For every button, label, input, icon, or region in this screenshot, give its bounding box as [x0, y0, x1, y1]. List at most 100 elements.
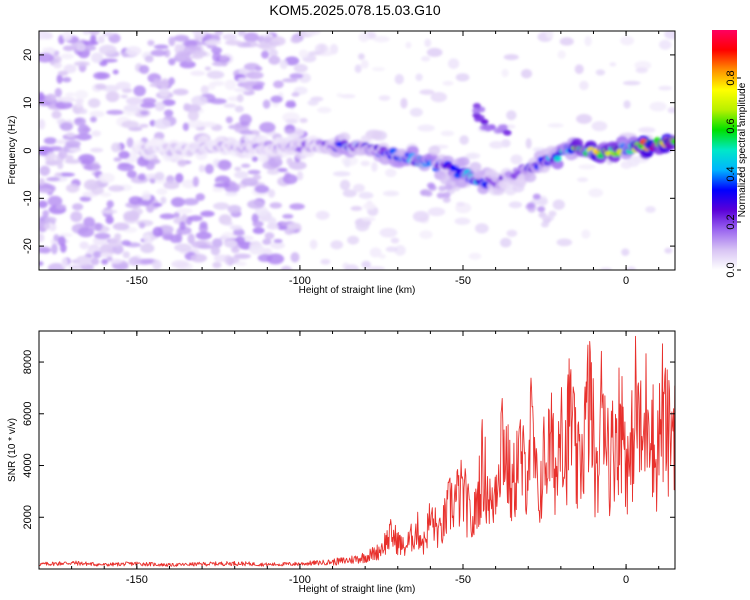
snr-y-tick-label: 2000: [22, 505, 34, 529]
heatmap-cell: [385, 246, 398, 253]
heatmap-cell: [59, 96, 76, 103]
heatmap-cell: [638, 126, 656, 134]
heatmap-cell: [140, 243, 155, 254]
heatmap-cell: [502, 129, 511, 136]
heatmap-cell: [649, 101, 667, 112]
heatmap-cell: [559, 37, 574, 46]
heatmap-cell: [69, 264, 84, 270]
heatmap-cell: [102, 32, 115, 37]
heatmap-cell: [39, 31, 51, 40]
heatmap-cell: [97, 35, 105, 44]
heatmap-cell: [241, 163, 251, 168]
heatmap-cell: [428, 145, 441, 156]
spectrogram-x-tick-label: -150: [126, 275, 148, 287]
heatmap-cell: [581, 229, 591, 239]
heatmap-cell: [42, 209, 50, 218]
heatmap-cell: [440, 130, 455, 137]
spectrogram-y-tick-label: 0: [22, 147, 34, 153]
heatmap-cell: [347, 235, 360, 245]
heatmap-cell: [209, 98, 227, 105]
snr-y-tick-label: 4000: [22, 453, 34, 477]
heatmap-cell: [152, 202, 163, 207]
snr-x-tick-label: -50: [455, 574, 471, 586]
heatmap-cell: [442, 191, 451, 198]
heatmap-cell: [442, 80, 454, 86]
heatmap-cell: [289, 73, 304, 79]
heatmap-cell: [46, 177, 60, 182]
snr-series-line: [39, 335, 675, 567]
heatmap-cell: [138, 222, 146, 229]
heatmap-cell: [78, 153, 96, 165]
heatmap-cell: [394, 73, 404, 85]
heatmap-cell: [530, 197, 548, 206]
heatmap-cell: [379, 227, 398, 238]
heatmap-cell: [609, 62, 617, 67]
heatmap-cell: [476, 114, 485, 121]
heatmap-cell: [105, 91, 120, 103]
heatmap-cell: [239, 130, 253, 135]
heatmap-cell: [282, 213, 294, 219]
heatmap-cell: [501, 68, 509, 78]
heatmap-cell: [57, 70, 69, 76]
heatmap-cell: [371, 161, 378, 172]
snr-x-tick-label: 0: [623, 574, 629, 586]
heatmap-cell: [420, 56, 431, 62]
heatmap-cell: [150, 49, 167, 57]
heatmap-cell: [198, 244, 214, 249]
heatmap-cell: [545, 31, 554, 39]
heatmap-cell: [75, 98, 84, 104]
heatmap-cell: [153, 44, 169, 50]
heatmap-cell: [105, 215, 114, 225]
heatmap-cell: [164, 49, 171, 58]
heatmap-cell: [330, 240, 344, 250]
heatmap-cell: [305, 31, 321, 36]
heatmap-cell: [576, 114, 593, 124]
figure-title: KOM5.2025.078.15.03.G10: [269, 2, 440, 18]
heatmap-cell: [521, 69, 533, 79]
heatmap-cell: [671, 138, 675, 145]
heatmap-cell: [191, 54, 204, 60]
heatmap-cell: [175, 232, 183, 243]
heatmap-cell: [113, 157, 122, 162]
heatmap-cell: [190, 70, 206, 76]
heatmap-cell: [159, 213, 176, 220]
heatmap-cell: [39, 177, 45, 186]
heatmap-cell: [288, 160, 307, 170]
heatmap-cell: [252, 220, 264, 228]
heatmap-cell: [524, 172, 537, 183]
heatmap-cell: [113, 263, 129, 270]
heatmap-cell: [125, 97, 144, 105]
heatmap-cell: [415, 73, 423, 82]
heatmap-cell: [106, 109, 124, 115]
heatmap-cell: [556, 238, 573, 247]
heatmap-cell: [280, 265, 292, 270]
heatmap-cell: [211, 80, 225, 87]
heatmap-cell: [627, 155, 640, 167]
heatmap-cell: [276, 167, 288, 173]
heatmap-cell: [237, 31, 246, 37]
heatmap-cell: [140, 102, 156, 109]
heatmap-cell: [65, 132, 75, 138]
heatmap-cell: [211, 238, 223, 248]
heatmap-cell: [175, 173, 184, 184]
spectrogram-x-tick-label: -100: [289, 275, 311, 287]
heatmap-cell: [438, 185, 447, 192]
heatmap-cell: [111, 142, 122, 153]
heatmap-cell: [266, 253, 285, 265]
heatmap-cell: [263, 36, 273, 44]
heatmap-cell: [98, 172, 115, 183]
heatmap-cell: [200, 210, 215, 217]
heatmap-cell: [360, 135, 372, 142]
heatmap-cell: [93, 72, 107, 80]
heatmap-cell: [247, 199, 265, 209]
heatmap-cell: [412, 211, 430, 222]
heatmap-cell: [168, 77, 175, 86]
heatmap-cell: [100, 252, 114, 258]
heatmap-cell: [190, 253, 207, 263]
heatmap-cell: [82, 40, 99, 46]
heatmap-cell: [317, 106, 332, 114]
heatmap-cell: [372, 35, 390, 43]
heatmap-cell: [175, 50, 190, 61]
heatmap-cell: [74, 61, 90, 67]
